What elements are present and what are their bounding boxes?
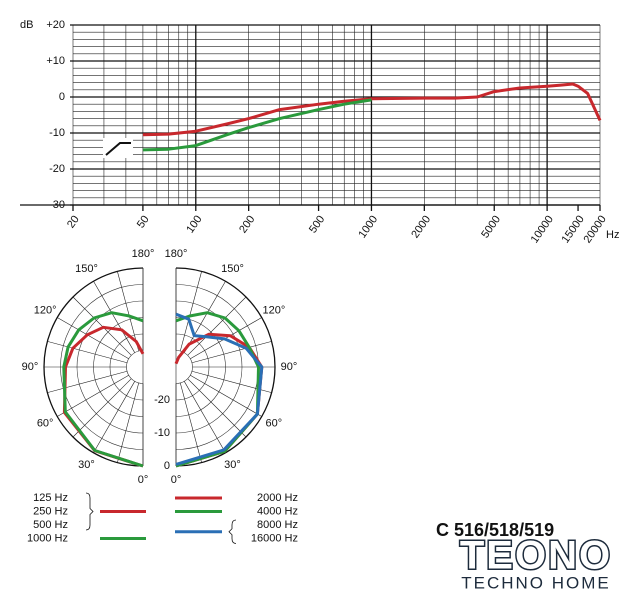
spoke	[190, 374, 262, 417]
polar-curve	[175, 312, 264, 466]
spoke	[179, 271, 202, 352]
y-tick-label: 0	[59, 91, 65, 103]
y-tick-label: +20	[46, 19, 65, 31]
x-tick-label: 10000	[529, 214, 556, 246]
angle-label: 60°	[37, 417, 54, 429]
spoke	[179, 382, 202, 463]
angle-label: 90°	[22, 361, 39, 373]
response-line	[142, 98, 372, 152]
angle-label: 30°	[78, 459, 95, 471]
spoke	[117, 382, 140, 463]
spoke	[93, 281, 136, 353]
x-tick-label: 2000	[409, 214, 433, 241]
legend-label: 8000 Hz	[257, 519, 298, 531]
legend-label: 4000 Hz	[257, 505, 298, 517]
model-text: C 516/518/519	[436, 520, 554, 540]
x-tick-label: 20	[65, 214, 82, 231]
x-tick-label: 20000	[581, 214, 608, 246]
angle-label: 60°	[266, 417, 283, 429]
outer-ring	[43, 267, 144, 467]
angle-label: 150°	[221, 263, 244, 275]
logo-bg	[448, 538, 628, 598]
x-tick-label: 100	[184, 214, 204, 236]
legend-label: 250 Hz	[33, 505, 68, 517]
spoke	[183, 281, 226, 353]
angle-label: 90°	[281, 361, 298, 373]
x-tick-label: 50	[135, 214, 152, 231]
r-tick-label: 0	[164, 460, 170, 472]
polar-curve	[62, 325, 145, 468]
legend-label: 16000 Hz	[251, 532, 298, 544]
r-tick-label: -10	[154, 427, 170, 439]
icon-line	[105, 142, 131, 156]
spoke	[47, 341, 128, 364]
legend-label: 2000 Hz	[257, 492, 298, 504]
r-tick-label: -20	[154, 394, 170, 406]
spoke	[187, 296, 247, 356]
legend-label: 500 Hz	[33, 519, 68, 531]
legend-bracket	[85, 492, 94, 531]
response-line	[142, 82, 602, 137]
outer-ring	[175, 267, 276, 467]
angle-label: 120°	[262, 304, 285, 316]
angle-label: 180°	[132, 248, 155, 260]
spoke	[47, 370, 128, 393]
y-label: dB	[20, 19, 33, 31]
ring	[126, 350, 144, 384]
x-tick-label: 500	[307, 214, 327, 236]
spoke	[183, 381, 226, 453]
angle-label: 0°	[138, 474, 149, 486]
angle-label: 120°	[34, 304, 57, 316]
plot-bg	[73, 25, 600, 205]
angle-label: 30°	[224, 459, 241, 471]
angle-label: 0°	[171, 474, 182, 486]
logo: TEONO	[460, 534, 612, 578]
spoke	[191, 341, 272, 364]
spoke	[93, 381, 136, 453]
spoke	[57, 374, 129, 417]
y-tick-label: -20	[49, 163, 65, 175]
legend-bracket	[228, 519, 237, 544]
legend-label: 1000 Hz	[27, 532, 68, 544]
angle-label: 180°	[165, 248, 188, 260]
x-tick-label: 5000	[479, 214, 503, 241]
filter-icon	[103, 138, 133, 158]
spoke	[117, 271, 140, 352]
legend-label: 125 Hz	[33, 492, 68, 504]
x-tick-label: 1000	[356, 214, 380, 241]
spoke	[187, 378, 247, 438]
tagline: TECHNO HOME	[461, 573, 611, 592]
x-tick-label: 200	[237, 214, 257, 236]
y-tick-label: -10	[49, 127, 65, 139]
y-tick-label: +10	[46, 55, 65, 67]
spoke	[57, 317, 129, 360]
spoke	[72, 296, 132, 356]
angle-label: 150°	[75, 263, 98, 275]
polar-curve	[62, 311, 144, 468]
x-label: Hz	[606, 229, 619, 241]
spoke	[72, 378, 132, 438]
